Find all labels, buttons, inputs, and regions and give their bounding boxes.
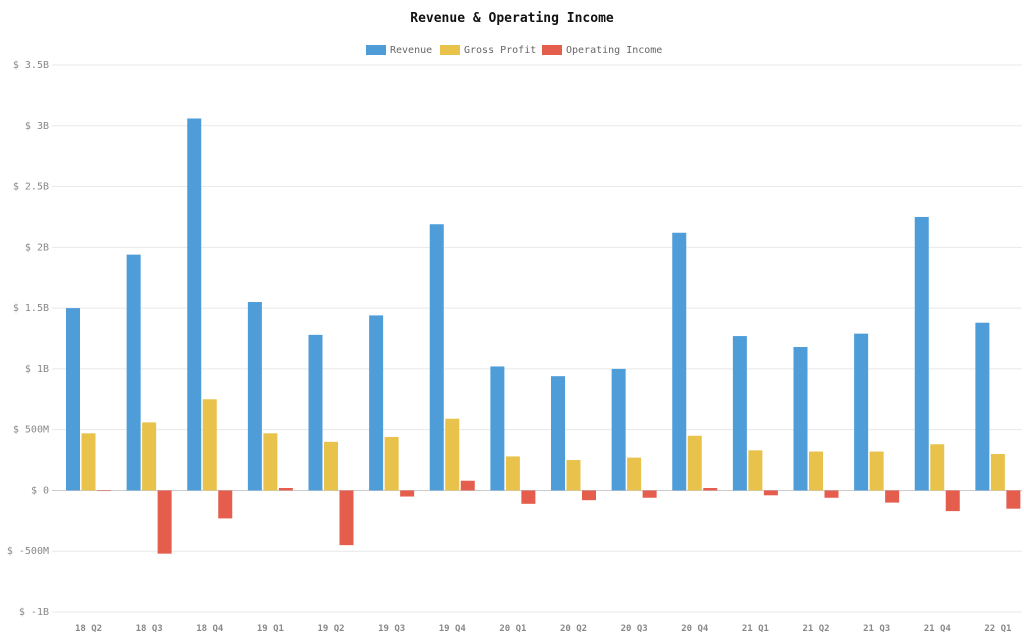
bar-revenue-20-q3 bbox=[611, 368, 626, 491]
bar-revenue-19-q3 bbox=[369, 315, 384, 491]
legend-swatch bbox=[440, 45, 460, 55]
bar-operating-income-18-q2 bbox=[97, 490, 111, 492]
x-tick-label: 20 Q2 bbox=[560, 624, 587, 634]
legend-swatch bbox=[542, 45, 562, 55]
y-tick-label: $ 3B bbox=[25, 121, 49, 132]
x-tick-label: 21 Q3 bbox=[863, 624, 890, 634]
y-axis: $ 3.5B $ 3B $ 2.5B $ 2B $ 1.5B $ 1B $ 500M $ 0 $… bbox=[7, 60, 49, 618]
x-tick-label: 18 Q2 bbox=[75, 624, 102, 634]
bar-gross-profit-20-q3 bbox=[627, 457, 642, 491]
bar-gross-profit-18-q3 bbox=[142, 422, 157, 491]
y-tick-label: $ -500M bbox=[7, 546, 49, 557]
bar-revenue-20-q1 bbox=[490, 366, 505, 491]
bar-revenue-18-q3 bbox=[126, 254, 141, 491]
bar-operating-income-19-q1 bbox=[278, 488, 293, 491]
bar-operating-income-20-q1 bbox=[521, 490, 536, 504]
bar-revenue-20-q2 bbox=[551, 376, 565, 491]
bar-revenue-21-q4 bbox=[914, 216, 929, 491]
bar-operating-income-21-q2 bbox=[824, 490, 839, 498]
x-tick-label: 19 Q3 bbox=[378, 624, 405, 634]
legend-label: Operating Income bbox=[566, 45, 662, 56]
bar-gross-profit-21-q2 bbox=[809, 451, 823, 491]
legend-item-operating-income: Operating Income bbox=[542, 45, 662, 56]
bar-operating-income-20-q2 bbox=[582, 490, 596, 501]
bar-revenue-19-q2 bbox=[308, 334, 323, 491]
legend: Revenue Gross Profit Operating Income bbox=[366, 45, 662, 56]
bar-revenue-18-q2 bbox=[66, 308, 80, 491]
bar-revenue-19-q4 bbox=[429, 224, 444, 491]
legend-item-gross-profit: Gross Profit bbox=[440, 45, 536, 56]
bar-gross-profit-21-q1 bbox=[748, 450, 763, 491]
bar-gross-profit-18-q2 bbox=[81, 433, 96, 491]
y-tick-label: $ 0 bbox=[31, 485, 49, 496]
bar-gross-profit-20-q4 bbox=[687, 435, 702, 491]
bar-operating-income-21-q3 bbox=[885, 490, 900, 503]
x-tick-label: 22 Q1 bbox=[984, 624, 1011, 634]
bar-operating-income-19-q3 bbox=[400, 490, 415, 497]
x-tick-label: 19 Q2 bbox=[317, 624, 344, 634]
bar-gross-profit-21-q3 bbox=[869, 451, 884, 491]
bar-gross-profit-19-q3 bbox=[384, 436, 399, 491]
bar-operating-income-18-q4 bbox=[218, 490, 233, 519]
bar-gross-profit-18-q4 bbox=[202, 399, 217, 491]
y-tick-label: $ 1B bbox=[25, 364, 49, 375]
bar-operating-income-22-q1 bbox=[1006, 490, 1021, 509]
x-tick-label: 21 Q2 bbox=[802, 624, 829, 634]
bar-revenue-21-q3 bbox=[854, 333, 869, 491]
y-tick-label: $ 3.5B bbox=[13, 60, 49, 71]
bar-operating-income-20-q3 bbox=[642, 490, 657, 498]
x-tick-label: 21 Q1 bbox=[742, 624, 769, 634]
x-tick-label: 19 Q1 bbox=[257, 624, 284, 634]
bar-revenue-19-q1 bbox=[247, 302, 262, 491]
x-tick-label: 18 Q3 bbox=[136, 624, 163, 634]
bar-gross-profit-19-q1 bbox=[263, 433, 278, 491]
bar-operating-income-19-q4 bbox=[460, 480, 475, 491]
legend-item-revenue: Revenue bbox=[366, 45, 432, 56]
bar-gross-profit-20-q1 bbox=[505, 456, 520, 491]
bar-gross-profit-22-q1 bbox=[990, 453, 1005, 491]
y-tick-label: $ 500M bbox=[13, 425, 49, 436]
chart-title: Revenue & Operating Income bbox=[410, 11, 614, 26]
y-tick-label: $ 2B bbox=[25, 242, 49, 253]
bar-operating-income-20-q4 bbox=[703, 488, 718, 491]
legend-label: Revenue bbox=[390, 45, 432, 56]
y-tick-label: $ 1.5B bbox=[13, 303, 49, 314]
bar-gross-profit-19-q4 bbox=[445, 418, 460, 491]
x-tick-label: 20 Q1 bbox=[499, 624, 526, 634]
y-tick-label: $ -1B bbox=[19, 607, 49, 618]
x-tick-label: 19 Q4 bbox=[439, 624, 467, 634]
legend-label: Gross Profit bbox=[464, 45, 536, 56]
x-tick-label: 18 Q4 bbox=[196, 624, 224, 634]
bar-operating-income-19-q2 bbox=[339, 490, 354, 546]
bar-gross-profit-20-q2 bbox=[566, 460, 581, 491]
y-tick-label: $ 2.5B bbox=[13, 182, 49, 193]
bar-revenue-20-q4 bbox=[672, 232, 687, 491]
x-tick-label: 20 Q3 bbox=[621, 624, 648, 634]
bar-operating-income-21-q4 bbox=[945, 490, 960, 512]
bar-gross-profit-19-q2 bbox=[324, 441, 338, 491]
x-tick-label: 21 Q4 bbox=[924, 624, 952, 634]
bar-revenue-18-q4 bbox=[187, 118, 202, 491]
x-axis: 18 Q2 18 Q3 18 Q4 19 Q1 19 Q2 19 Q3 19 Q4 20 Q1… bbox=[75, 624, 1011, 634]
legend-swatch bbox=[366, 45, 386, 55]
x-tick-label: 20 Q4 bbox=[681, 624, 709, 634]
bar-gross-profit-21-q4 bbox=[930, 444, 945, 491]
bars bbox=[66, 118, 1021, 554]
bar-revenue-22-q1 bbox=[975, 322, 990, 491]
bar-operating-income-21-q1 bbox=[763, 490, 778, 496]
bar-operating-income-18-q3 bbox=[157, 490, 172, 554]
bar-revenue-21-q2 bbox=[793, 347, 808, 491]
bar-revenue-21-q1 bbox=[732, 336, 747, 491]
